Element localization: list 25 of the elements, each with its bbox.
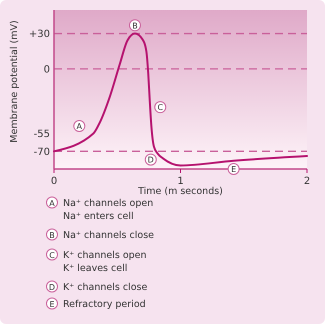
y-tick-label: -70	[34, 146, 50, 158]
text: Refractory period	[63, 299, 146, 310]
line-series	[53, 32, 308, 166]
text: E	[49, 300, 55, 309]
text: B	[49, 231, 55, 240]
y-tick-label: 0	[44, 64, 50, 76]
x-tick-label: 0	[50, 176, 58, 187]
annotation: B	[132, 21, 138, 30]
text: D	[48, 283, 56, 292]
x-tick-label: 1	[177, 176, 184, 187]
text: K⁺ channels open K⁺ leaves cell	[63, 250, 147, 274]
annotation: D	[148, 156, 154, 165]
text: Na⁺ channels close	[63, 230, 154, 241]
text: A	[49, 199, 55, 208]
annotation: E	[231, 165, 236, 174]
x-axis-title: Time (m seconds)	[137, 186, 223, 197]
text: K⁺ channels close	[63, 282, 148, 293]
y-tick-label: -55	[34, 129, 50, 140]
text: C	[49, 251, 55, 260]
annotation: A	[76, 122, 83, 132]
y-axis-title: Membrane potential (mV)	[9, 20, 20, 143]
text: Na⁺ channels open Na⁺ enters cell	[63, 198, 154, 222]
x-tick-label: 2	[304, 176, 310, 187]
annotation: C	[157, 103, 164, 112]
y-tick-label: +30	[28, 29, 50, 40]
